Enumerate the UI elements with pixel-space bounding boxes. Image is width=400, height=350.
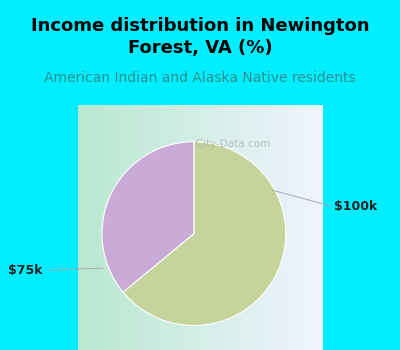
Text: $75k: $75k [8, 264, 42, 277]
Wedge shape [102, 142, 194, 292]
Text: American Indian and Alaska Native residents: American Indian and Alaska Native reside… [44, 71, 356, 85]
Text: $100k: $100k [334, 200, 377, 213]
Wedge shape [123, 142, 286, 326]
Text: Income distribution in Newington
Forest, VA (%): Income distribution in Newington Forest,… [31, 17, 369, 57]
Text: City-Data.com: City-Data.com [189, 139, 270, 149]
